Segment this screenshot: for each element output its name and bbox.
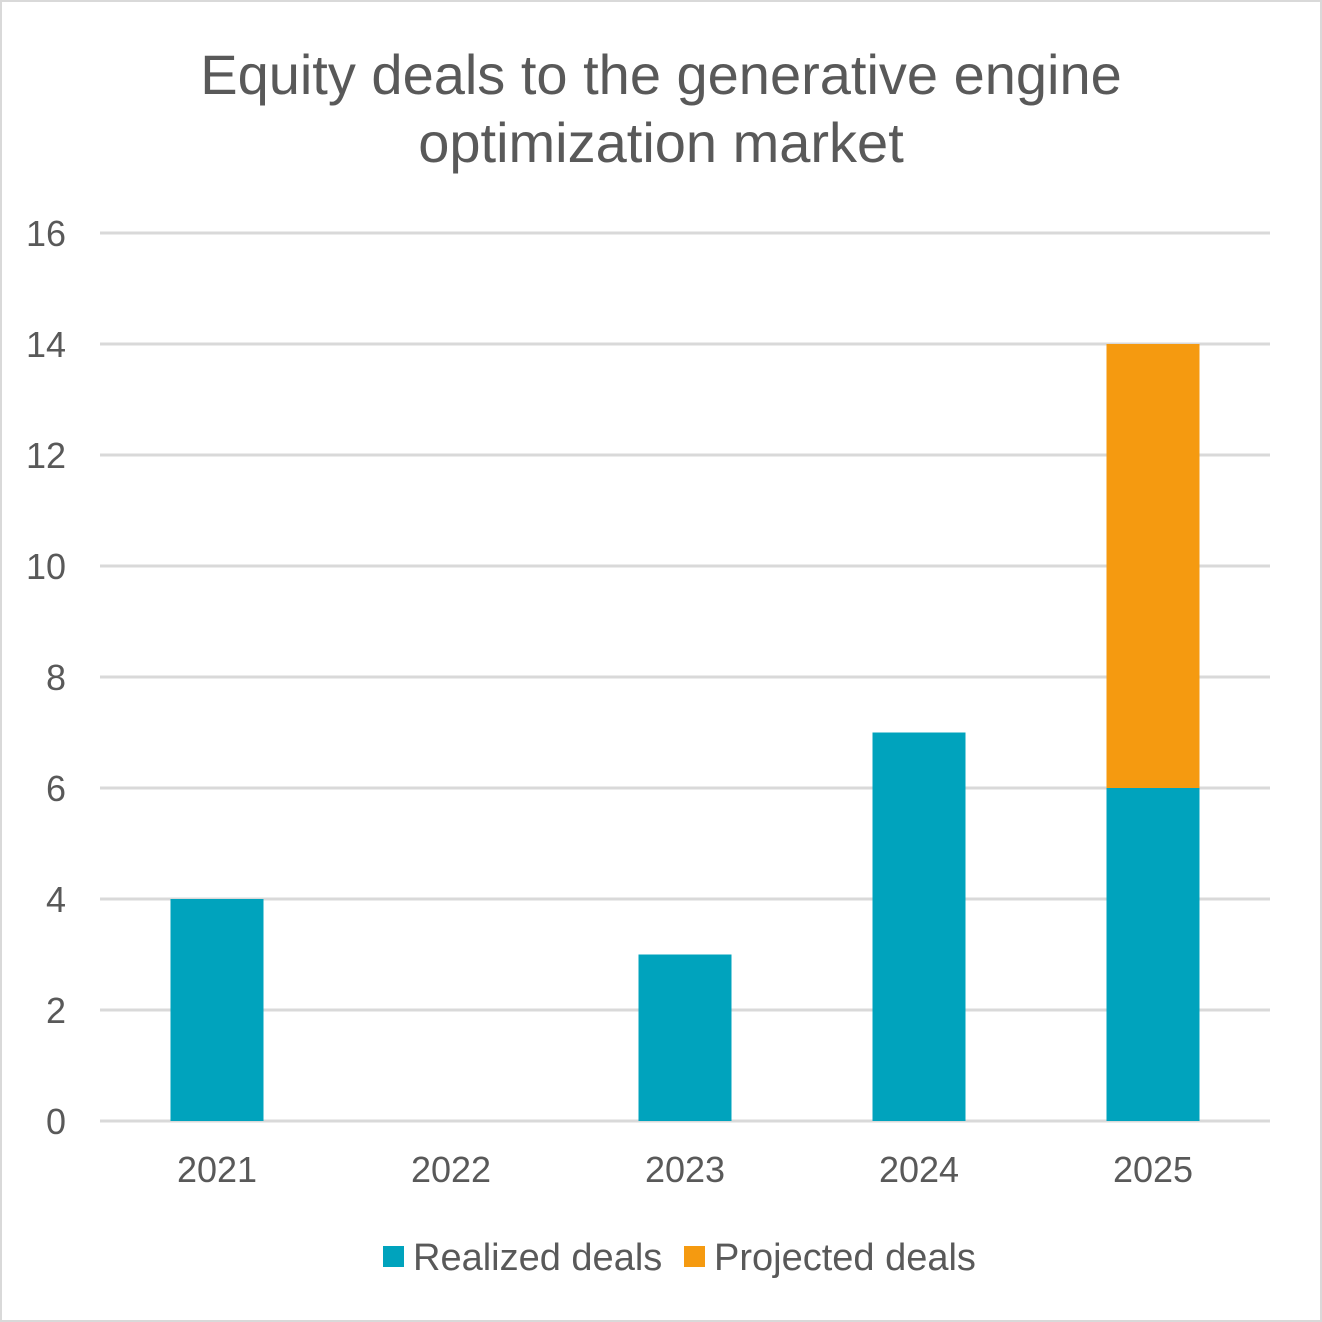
legend-label-projected: Projected deals [714,1237,976,1279]
y-tick-label: 6 [46,768,66,809]
x-tick-label: 2022 [411,1149,491,1190]
bar-realized-2021 [170,899,264,1121]
x-tick-label: 2024 [879,1149,959,1190]
bar-realized-2024 [872,732,966,1121]
legend-swatch-realized [383,1246,404,1267]
x-axis-tick-labels: 2021 2022 2023 2024 2025 [177,1149,1193,1190]
x-tick-label: 2023 [645,1149,725,1190]
bar-projected-2025 [1106,344,1200,788]
x-tick-label: 2025 [1113,1149,1193,1190]
y-tick-label: 0 [46,1101,66,1142]
chart-title: Equity deals to the generative engine op… [200,43,1122,174]
bar-realized-2025 [1106,788,1200,1121]
y-tick-label: 4 [46,879,66,920]
legend-swatch-projected [684,1246,705,1267]
x-tick-label: 2021 [177,1149,257,1190]
y-axis-tick-labels: 0 2 4 6 8 10 12 14 16 [26,213,66,1142]
y-tick-label: 14 [26,324,66,365]
y-tick-label: 2 [46,990,66,1031]
y-tick-label: 16 [26,213,66,254]
y-tick-label: 10 [26,546,66,587]
bar-realized-2023 [638,954,732,1121]
chart-title-line-1: Equity deals to the generative engine [200,43,1122,106]
chart-title-line-2: optimization market [418,111,904,174]
y-tick-label: 8 [46,657,66,698]
legend: Realized deals Projected deals [383,1237,976,1279]
y-tick-label: 12 [26,435,66,476]
legend-label-realized: Realized deals [413,1237,662,1279]
bars [170,344,1200,1121]
